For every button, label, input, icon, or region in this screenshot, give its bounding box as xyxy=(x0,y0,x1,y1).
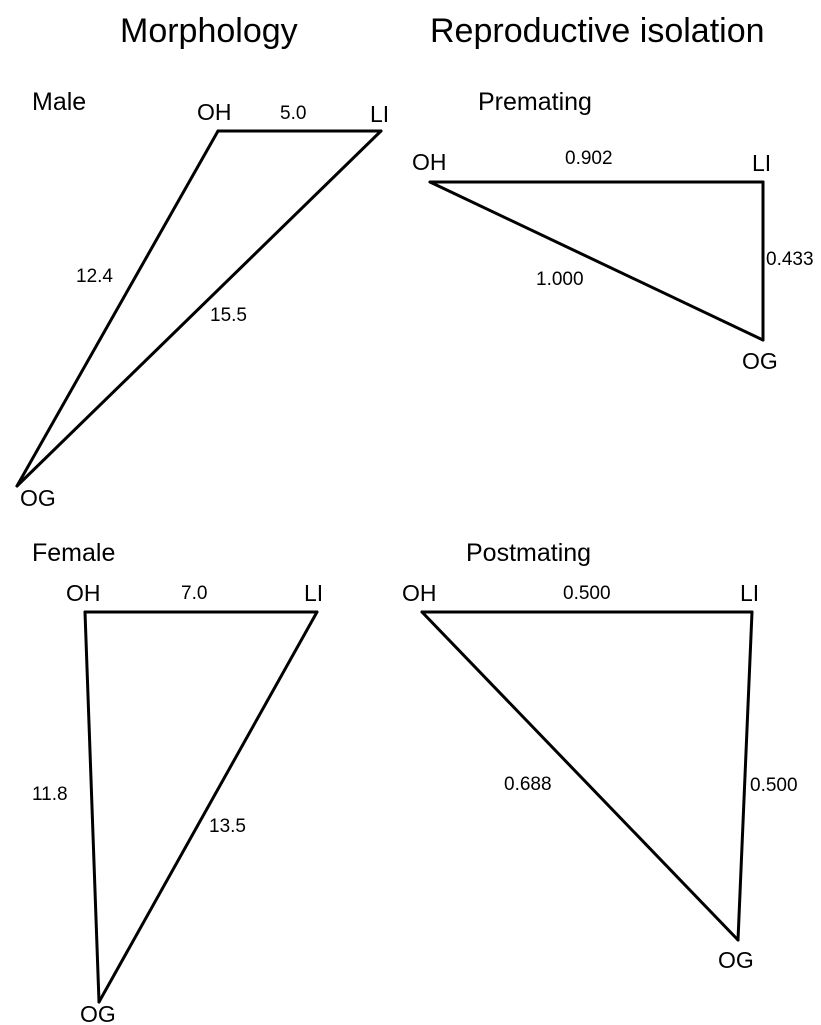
node-postmating-oh: OH xyxy=(402,580,437,606)
edge-premating-oh-og xyxy=(428,180,765,342)
node-premating-li: LI xyxy=(752,150,771,176)
node-premating-oh: OH xyxy=(412,149,447,175)
edge-male-li-og xyxy=(15,129,383,488)
node-male-li: LI xyxy=(370,101,389,127)
edge-label-female-li-og: 13.5 xyxy=(209,816,246,837)
panel-title-male: Male xyxy=(32,88,86,116)
edge-label-premating-li-og: 0.433 xyxy=(766,249,814,270)
panel-title-female: Female xyxy=(32,539,115,567)
edge-postmating-oh-og xyxy=(420,610,740,942)
edge-postmating-li-og xyxy=(736,610,754,942)
edge-label-male-oh-li: 5.0 xyxy=(280,103,306,124)
panel-premating: Premating OH LI OG 0.902 1.000 0.433 xyxy=(412,88,814,374)
edge-label-female-oh-li: 7.0 xyxy=(181,583,207,604)
panel-postmating: Postmating OH LI OG 0.500 0.688 0.500 xyxy=(402,539,798,973)
node-premating-og: OG xyxy=(742,348,778,374)
edge-female-li-og xyxy=(97,610,319,1004)
node-male-og: OG xyxy=(20,485,56,511)
node-postmating-li: LI xyxy=(740,580,759,606)
node-male-oh: OH xyxy=(197,99,232,125)
node-postmating-og: OG xyxy=(718,947,754,973)
edge-label-premating-oh-og: 1.000 xyxy=(536,269,584,290)
column-title-morphology: Morphology xyxy=(120,12,298,50)
edge-label-postmating-oh-og: 0.688 xyxy=(504,774,552,795)
panel-male: Male OH LI OG 5.0 12.4 15.5 xyxy=(15,88,389,511)
panel-female: Female OH LI OG 7.0 11.8 13.5 xyxy=(32,539,323,1025)
edge-label-postmating-oh-li: 0.500 xyxy=(563,583,611,604)
edge-label-premating-oh-li: 0.902 xyxy=(565,148,613,169)
edge-female-oh-og xyxy=(83,610,101,1004)
node-female-oh: OH xyxy=(66,580,101,606)
edge-label-postmating-li-og: 0.500 xyxy=(750,775,798,796)
node-female-og: OG xyxy=(80,1001,116,1025)
edge-label-male-li-og: 15.5 xyxy=(210,305,247,326)
panel-title-premating: Premating xyxy=(478,88,592,116)
panel-title-postmating: Postmating xyxy=(466,539,591,567)
edge-male-oh-og xyxy=(15,129,220,488)
node-female-li: LI xyxy=(304,580,323,606)
edge-label-female-oh-og: 11.8 xyxy=(32,784,68,805)
column-title-reproductive-isolation: Reproductive isolation xyxy=(430,12,765,50)
edge-label-male-oh-og: 12.4 xyxy=(76,266,113,287)
